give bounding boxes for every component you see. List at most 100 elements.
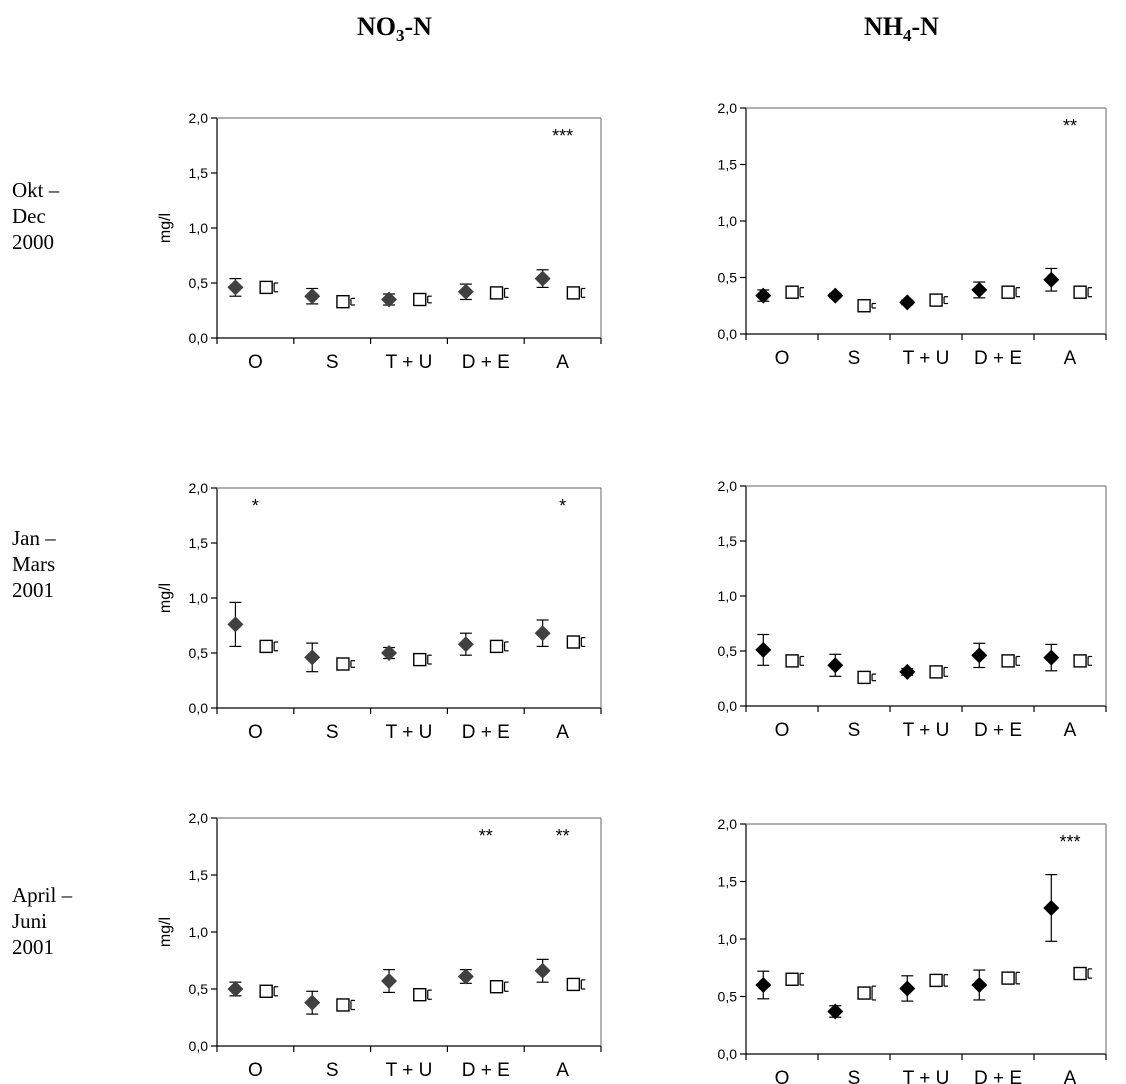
data-point-square [259, 280, 273, 295]
x-category-label: D + E [462, 1060, 510, 1081]
data-point-diamond [534, 625, 551, 642]
x-category-label: O [248, 352, 263, 373]
data-point-diamond [827, 287, 844, 304]
data-point-square [566, 977, 581, 992]
data-point-square [489, 980, 504, 994]
y-tick-label: 1,0 [718, 588, 738, 604]
column-title-no3: NO3-N [357, 12, 432, 46]
y-axis-label: mg/l [157, 583, 174, 613]
data-point-square [566, 635, 581, 649]
y-tick-label: 1,0 [718, 213, 738, 229]
significance-marker: ** [556, 826, 570, 846]
chart-nh4-jan-mars: 0,0 0,5 1,0 1,5 2,0 O S T + U D + E A [718, 478, 1107, 741]
data-point-square [1001, 285, 1015, 299]
x-category-label: O [248, 1060, 263, 1081]
column-title-nh4: NH4-N [864, 12, 939, 46]
significance-marker: ** [479, 826, 493, 846]
data-point-diamond [534, 270, 551, 287]
data-point-square [857, 299, 871, 313]
x-category-label: A [556, 1060, 569, 1081]
y-tick-label: 1,5 [189, 535, 209, 551]
x-category-label: S [848, 1068, 861, 1084]
data-point-square [857, 986, 871, 1000]
x-category-label: S [326, 352, 339, 373]
significance-marker: * [252, 496, 259, 516]
y-tick-label: 1,0 [189, 220, 209, 236]
significance-marker: *** [1059, 832, 1080, 852]
significance-marker: *** [552, 126, 573, 146]
data-point-diamond [381, 645, 398, 661]
data-point-square [929, 665, 943, 679]
y-tick-label: 0,5 [189, 645, 209, 661]
x-category-label: T + U [386, 1060, 433, 1081]
data-point-square [1001, 654, 1015, 668]
data-point-square [785, 654, 799, 668]
data-point-diamond [227, 981, 244, 997]
data-point-diamond [971, 647, 988, 664]
chart-no3-jan-mars: 0,0 0,5 1,0 1,5 2,0 O S T + U D + E Amg/l * * [157, 480, 602, 743]
data-point-square [566, 286, 581, 300]
x-category-label: T + U [903, 1068, 950, 1084]
y-tick-label: 1,5 [718, 874, 738, 890]
data-point-diamond [755, 641, 772, 658]
y-tick-label: 1,5 [718, 533, 738, 549]
y-axis-label: mg/l [157, 213, 174, 243]
data-point-square [929, 973, 943, 988]
data-point-diamond [304, 994, 321, 1011]
x-category-label: T + U [386, 352, 433, 373]
data-point-diamond [1043, 899, 1060, 916]
data-point-square [1001, 971, 1015, 985]
y-tick-label: 2,0 [718, 100, 738, 116]
data-point-square [857, 670, 871, 685]
y-tick-label: 1,0 [718, 931, 738, 947]
x-category-label: D + E [974, 720, 1022, 741]
x-category-label: A [556, 352, 569, 373]
y-tick-label: 0,5 [718, 989, 738, 1005]
y-axis-label: mg/l [157, 917, 174, 947]
x-category-label: S [326, 1060, 339, 1081]
y-tick-label: 2,0 [189, 110, 209, 126]
x-category-label: S [326, 722, 339, 743]
y-tick-label: 0,5 [718, 270, 738, 286]
y-tick-label: 1,0 [189, 924, 209, 940]
x-category-label: S [848, 348, 861, 369]
data-point-square [489, 286, 504, 300]
significance-marker: * [559, 496, 566, 516]
data-point-diamond [304, 649, 321, 666]
data-point-diamond [534, 962, 551, 979]
x-category-label: S [848, 720, 861, 741]
x-category-label: O [248, 722, 263, 743]
data-point-square [1073, 285, 1087, 299]
chart-nh4-april-juni: 0,0 0,5 1,0 1,5 2,0 O S T + U D + E A *** [718, 816, 1107, 1084]
data-point-square [785, 285, 799, 299]
data-point-diamond [457, 968, 474, 985]
data-point-diamond [827, 657, 844, 674]
row-label-april-juni: April – Juni 2001 [12, 883, 73, 959]
y-tick-label: 0,5 [718, 643, 738, 659]
x-category-label: A [556, 722, 569, 743]
x-category-label: D + E [974, 348, 1022, 369]
data-point-square [259, 984, 273, 998]
data-point-diamond [227, 279, 244, 296]
y-tick-label: 0,5 [189, 275, 209, 291]
data-point-diamond [457, 283, 474, 300]
y-tick-label: 0,0 [718, 698, 738, 714]
x-category-label: T + U [903, 720, 950, 741]
data-point-diamond [227, 616, 244, 633]
y-tick-label: 2,0 [718, 478, 738, 494]
data-point-square [413, 987, 427, 1002]
data-point-diamond [899, 980, 916, 997]
data-point-square [259, 639, 273, 654]
chart-no3-okt-dec: 0,0 0,5 1,0 1,5 2,0 O S T + U D + E Amg/l *** [157, 110, 602, 373]
x-category-label: D + E [974, 1068, 1022, 1084]
data-point-diamond [755, 287, 772, 304]
y-tick-label: 0,0 [189, 1038, 209, 1054]
data-point-square [336, 998, 350, 1012]
x-category-label: D + E [462, 722, 510, 743]
y-tick-label: 0,0 [189, 700, 209, 716]
data-point-square [336, 294, 350, 309]
x-category-label: A [1064, 720, 1077, 741]
y-tick-label: 0,0 [189, 330, 209, 346]
y-tick-label: 1,5 [189, 867, 209, 883]
x-category-label: O [775, 1068, 790, 1084]
